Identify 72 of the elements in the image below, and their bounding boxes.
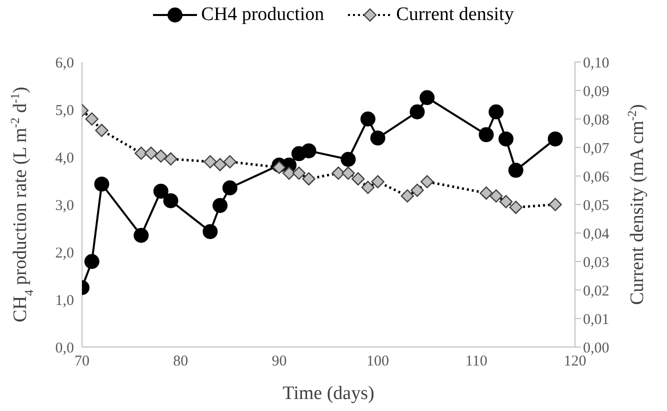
point	[420, 175, 434, 188]
x-tick-label: 90	[272, 354, 287, 370]
y-tick-label: 4,0	[55, 150, 74, 166]
point	[153, 184, 168, 199]
point	[410, 184, 424, 197]
point	[400, 189, 414, 203]
point	[370, 130, 386, 146]
point	[371, 175, 384, 188]
x-tick-label: 80	[173, 354, 188, 370]
y-tick-label: 3,0	[55, 198, 74, 214]
y2-tick-label: 0,07	[583, 140, 610, 157]
point	[360, 112, 376, 126]
point	[490, 189, 503, 203]
y2-tick-label: 0,00	[583, 340, 610, 356]
point	[351, 172, 365, 186]
point	[134, 228, 149, 243]
y-tick-label: 5,0	[55, 102, 74, 119]
y2-tick-label: 0,09	[583, 84, 610, 100]
y2-tick-label: 0,01	[583, 312, 610, 328]
point	[164, 152, 178, 166]
point	[95, 124, 108, 137]
point	[342, 166, 355, 180]
point	[302, 172, 316, 186]
point	[163, 193, 178, 208]
x-tick-label: 120	[564, 354, 586, 370]
point	[213, 158, 227, 172]
point	[332, 166, 345, 180]
point	[410, 104, 425, 120]
point	[509, 200, 522, 214]
y-tick-label: 0,0	[55, 340, 74, 356]
legend-label: Current density	[396, 4, 514, 26]
point	[301, 143, 316, 158]
y2-tick-label: 0,04	[583, 226, 610, 242]
point	[340, 152, 356, 167]
point	[508, 162, 524, 178]
x-axis-title: Time (days)	[282, 383, 374, 404]
y-tick-label: 2,0	[55, 245, 74, 262]
point	[478, 127, 494, 142]
y2-tick-label: 0,05	[583, 198, 610, 214]
y-tick-label: 6,0	[55, 55, 74, 72]
point	[498, 131, 514, 146]
point	[154, 149, 168, 163]
point	[204, 155, 217, 168]
point	[361, 180, 375, 194]
legend-label: CH4 production	[201, 4, 324, 26]
point	[420, 90, 435, 106]
point	[94, 176, 110, 192]
point	[480, 186, 493, 200]
point	[222, 180, 238, 196]
point	[282, 166, 296, 180]
point	[144, 146, 158, 160]
x-tick-label: 100	[366, 354, 390, 370]
y2-tick-label: 0,03	[583, 254, 610, 271]
point	[272, 160, 286, 174]
point	[548, 131, 563, 146]
y-tick-label: 1,0	[55, 292, 74, 309]
point	[212, 198, 228, 213]
point	[202, 224, 218, 240]
point	[134, 146, 148, 160]
x-tick-label: 70	[74, 354, 90, 370]
y2-tick-label: 0,06	[583, 169, 610, 186]
point	[223, 155, 236, 168]
y2-tick-label: 0,10	[583, 55, 610, 72]
point	[548, 198, 562, 212]
x-tick-label: 110	[465, 354, 488, 370]
point	[499, 195, 513, 208]
y2-tick-label: 0,02	[583, 283, 610, 300]
y2-tick-label: 0,08	[583, 112, 610, 128]
point	[84, 254, 100, 269]
point	[85, 112, 98, 126]
point	[292, 166, 306, 180]
point	[488, 104, 504, 120]
